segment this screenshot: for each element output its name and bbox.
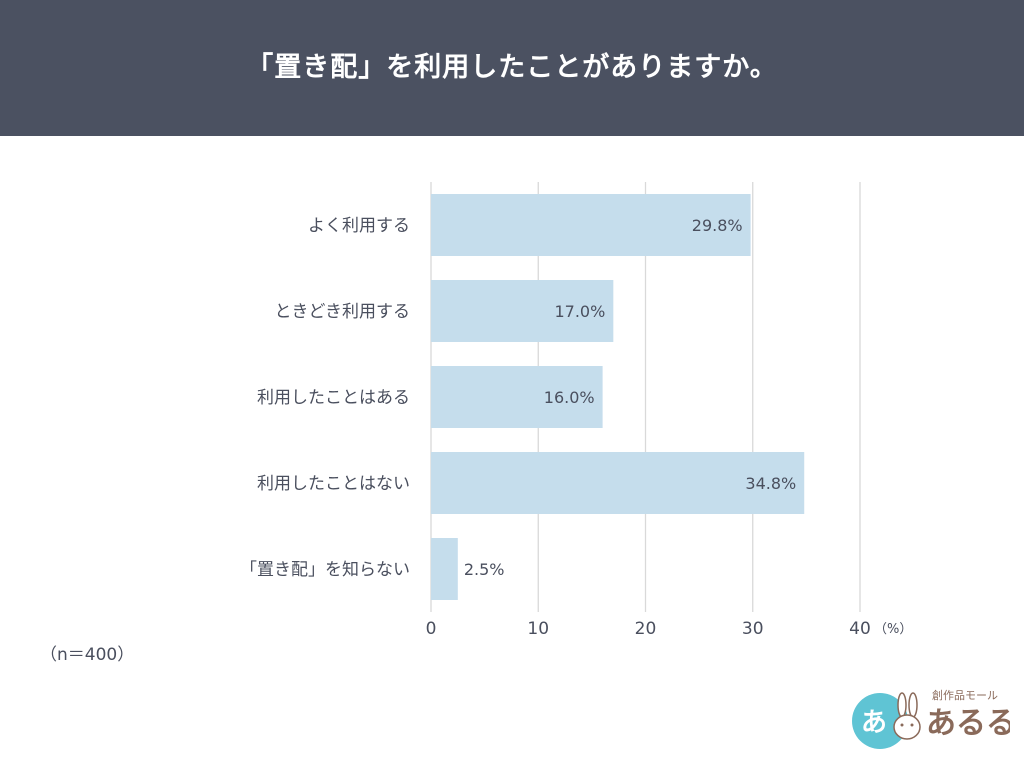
chart-text: 0 10 20 30 40 （%） よく利用する 29.8% ときどき利用する 17.0% 利用した… xyxy=(240,216,912,639)
x-tick-label: 30 xyxy=(742,619,764,639)
category-label: 「置き配」を知らない xyxy=(240,560,410,580)
data-label: 17.0% xyxy=(554,302,605,321)
bar-chart: 0 10 20 30 40 （%） よく利用する 29.8% ときどき利用する 17.0% 利用した… xyxy=(240,182,912,639)
x-tick-label: 10 xyxy=(527,619,549,639)
bar xyxy=(431,452,805,514)
header-bar xyxy=(0,0,1024,136)
data-label: 2.5% xyxy=(464,560,505,579)
bar xyxy=(431,538,458,600)
x-tick-label: 0 xyxy=(426,619,437,639)
data-label: 34.8% xyxy=(745,474,796,493)
category-label: よく利用する xyxy=(308,216,410,236)
logo-small-text: 創作品モール xyxy=(932,688,998,702)
x-tick-label: 20 xyxy=(635,619,657,639)
category-label: 利用したことはある xyxy=(257,388,410,408)
data-label: 16.0% xyxy=(544,388,595,407)
aruru-logo: あ 創作品モール あるる xyxy=(852,688,1010,749)
rabbit-icon xyxy=(893,692,921,740)
bar xyxy=(431,194,751,256)
x-unit-label: （%） xyxy=(874,622,912,637)
bars xyxy=(431,194,805,600)
logo-big-text: あるる xyxy=(926,706,1010,741)
category-label: 利用したことはない xyxy=(257,474,410,494)
category-label: ときどき利用する xyxy=(275,302,411,322)
data-label: 29.8% xyxy=(692,216,743,235)
page-title: 「置き配」を利用したことがありますか。 xyxy=(246,52,778,83)
logo-badge-icon xyxy=(852,693,908,749)
bar xyxy=(431,366,603,428)
logo-badge-char: あ xyxy=(861,708,887,738)
sample-size-note: （n＝400） xyxy=(40,645,135,665)
x-tick-label: 40 xyxy=(849,619,871,639)
bar xyxy=(431,280,614,342)
